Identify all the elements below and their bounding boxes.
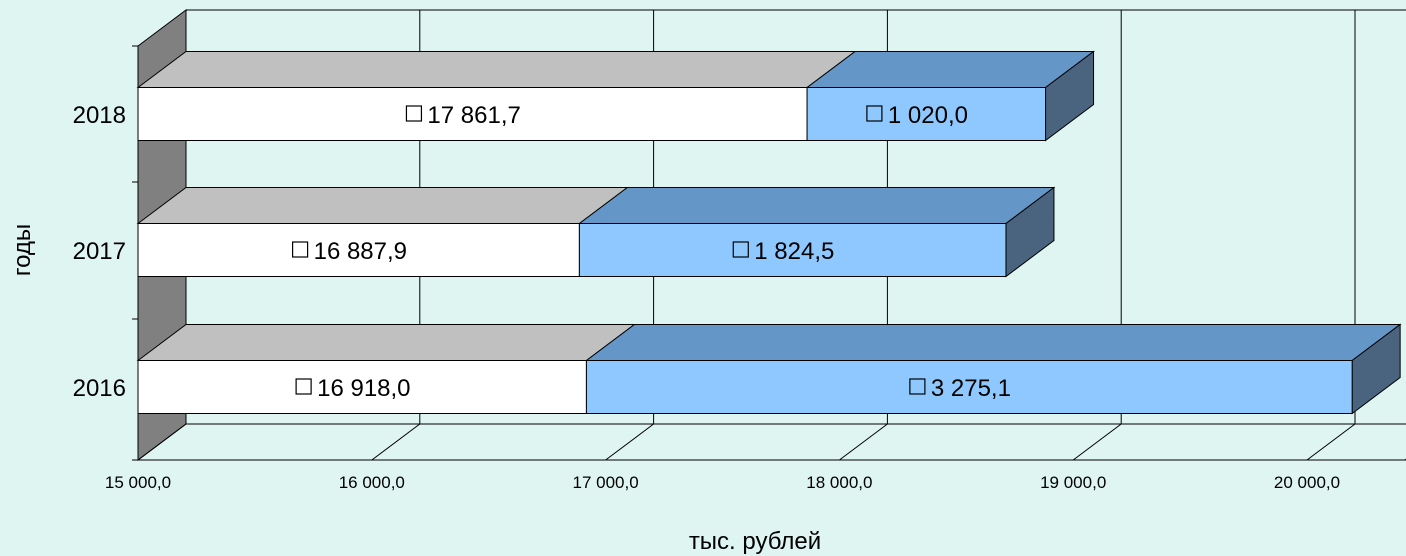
data-labels: 16 918,0 3 275,1 16 887,9 1 824,5 17 861,7 1 … (291, 102, 1011, 402)
bar-series2-front (806, 87, 1047, 141)
data-label-text: 17 861,7 (427, 102, 520, 129)
bar-series1-top (136, 324, 636, 361)
x-tick-label: 17 000,0 (573, 473, 639, 492)
data-label-text: 16 887,9 (314, 238, 407, 265)
bar-series2-top (577, 187, 1056, 224)
x-tick-label: 16 000,0 (339, 473, 405, 492)
data-label-text: 1 824,5 (754, 238, 834, 265)
bar-series1-top (136, 187, 629, 224)
gridline-floor (839, 423, 888, 461)
legend-key-square (909, 378, 926, 395)
x-tick-label: 20 000,0 (1274, 473, 1340, 492)
data-label: 16 887,9 (291, 238, 407, 265)
y-category-label: 2017 (73, 238, 126, 265)
legend-key-square (295, 378, 312, 395)
data-label: 3 275,1 (909, 375, 1011, 402)
bar-series1-top (136, 51, 857, 88)
legend-key-square (866, 105, 883, 122)
x-axis-title: тыс. рублей (689, 528, 821, 555)
gridline-floor (1072, 423, 1122, 461)
bar-series2-top (805, 51, 1096, 88)
bar-series1-front (137, 360, 587, 414)
y-axis-title: годы (9, 224, 36, 276)
bar-series2-top (584, 324, 1402, 361)
bar-series1-front (137, 87, 808, 141)
data-label: 1 824,5 (732, 238, 834, 265)
data-label-text: 16 918,0 (317, 375, 410, 402)
legend-key-square (405, 105, 423, 122)
gridline-floor (371, 423, 421, 461)
data-label-text: 3 275,1 (931, 375, 1011, 402)
data-label-text: 1 020,0 (888, 102, 968, 129)
bar-series2-front (578, 223, 1007, 277)
y-category-label: 2016 (73, 375, 126, 402)
bar-series1-front (137, 223, 580, 277)
legend-key-square (732, 241, 749, 258)
bar-series2-front (585, 360, 1353, 414)
data-label: 16 918,0 (295, 375, 411, 402)
x-tick-label: 15 000,0 (105, 473, 171, 492)
gridline-floor (137, 423, 187, 461)
gridline-floor (1306, 423, 1356, 461)
y-category-label: 2018 (73, 102, 126, 129)
bars (136, 50, 1402, 415)
x-tick-label: 18 000,0 (806, 473, 872, 492)
legend-key-square (291, 241, 309, 258)
data-label: 1 020,0 (866, 102, 968, 129)
x-tick-label: 19 000,0 (1040, 473, 1106, 492)
axes: 15 000,0 16 000,0 17 000,0 18 000,0 19 000,0… (73, 45, 1340, 492)
data-label: 17 861,7 (405, 102, 521, 129)
gridline-floor (605, 423, 654, 461)
